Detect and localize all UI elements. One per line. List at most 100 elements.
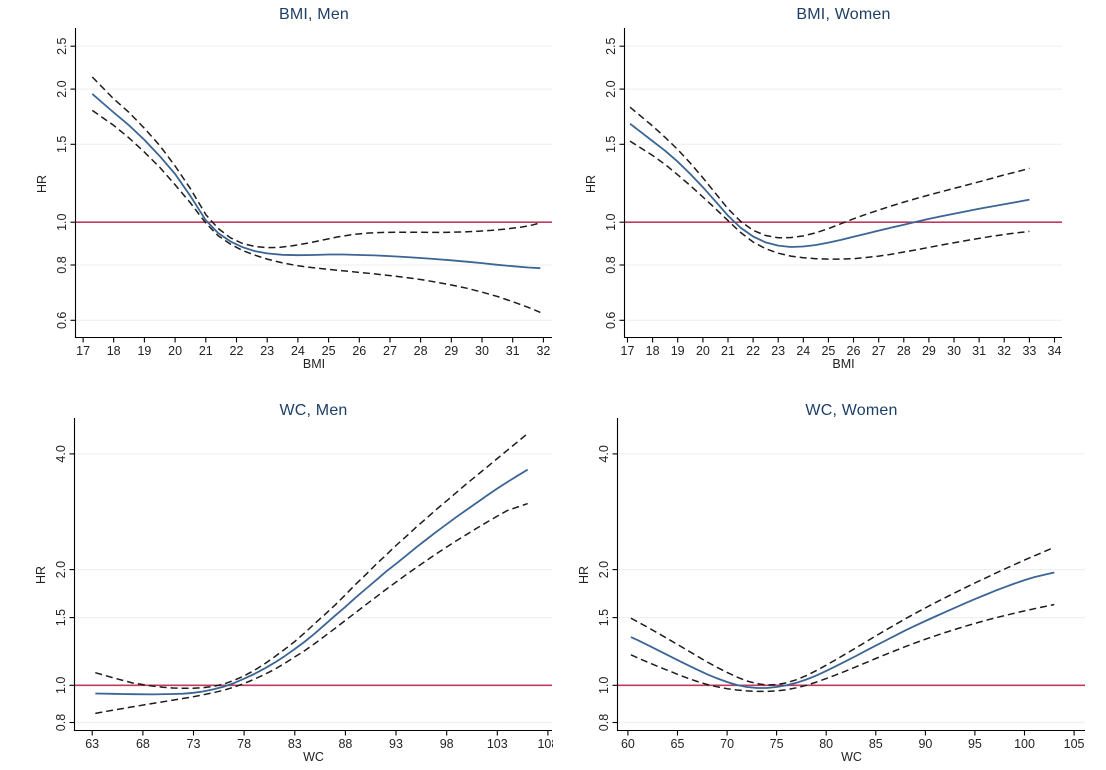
- y-tick-label: 1.5: [604, 136, 618, 153]
- x-tick-label: 32: [997, 344, 1011, 358]
- x-tick-label: 24: [796, 344, 810, 358]
- x-tick-label: 34: [1048, 344, 1062, 358]
- y-tick-label: 1.5: [54, 609, 68, 626]
- x-tick-label: 28: [414, 344, 428, 358]
- y-tick-label: 2.0: [54, 561, 68, 578]
- chart-title: WC, Men: [279, 402, 348, 419]
- ci-upper-curve: [91, 76, 541, 249]
- chart-title: BMI, Women: [796, 6, 891, 23]
- y-tick-label: 2.0: [597, 561, 611, 578]
- x-tick-label: 83: [288, 737, 302, 751]
- x-tick-label: 103: [487, 737, 508, 751]
- x-tick-label: 33: [1022, 344, 1036, 358]
- x-tick-label: 73: [187, 737, 201, 751]
- x-axis-label: WC: [303, 750, 324, 764]
- ci-upper-curve: [630, 546, 1055, 686]
- x-tick-label: 28: [897, 344, 911, 358]
- y-tick-label: 2.0: [604, 80, 618, 97]
- y-tick-label: 1.5: [597, 609, 611, 626]
- panel-wc-women: WC, Women HR 0.8 1.0 1.5 2.0 4.0 60 65 70 75 80 85…: [553, 385, 1106, 770]
- chart-title: BMI, Men: [278, 6, 350, 23]
- x-tick-label: 22: [230, 344, 244, 358]
- x-tick-label: 22: [746, 344, 760, 358]
- x-tick-label: 19: [671, 344, 685, 358]
- x-tick-label: 60: [621, 737, 635, 751]
- x-tick-label: 27: [872, 344, 886, 358]
- panel-bmi-men: BMI, Men HR 0.6 0.8 1.0 1.5 2.0 2.5 17 18 19 20 21…: [0, 0, 553, 385]
- y-tick-label: 0.8: [54, 714, 68, 731]
- x-tick-label: 17: [621, 344, 635, 358]
- x-tick-label: 78: [237, 737, 251, 751]
- y-tick-label: 4.0: [597, 445, 611, 462]
- x-tick-label: 63: [85, 737, 99, 751]
- y-tick-label: 2.0: [55, 80, 69, 97]
- hr-estimate-curve: [629, 122, 1030, 248]
- ci-lower-curve: [91, 109, 541, 314]
- hr-estimate-curve: [95, 468, 529, 696]
- x-tick-label: 19: [137, 344, 151, 358]
- ci-upper-curve: [95, 432, 529, 690]
- x-tick-label: 88: [338, 737, 352, 751]
- x-tick-label: 108: [537, 737, 553, 751]
- x-tick-label: 18: [107, 344, 121, 358]
- x-tick-label: 80: [819, 737, 833, 751]
- x-tick-label: 20: [696, 344, 710, 358]
- x-tick-label: 32: [536, 344, 550, 358]
- chart-title: WC, Women: [805, 402, 898, 419]
- x-tick-label: 23: [771, 344, 785, 358]
- x-tick-label: 27: [383, 344, 397, 358]
- x-tick-label: 75: [770, 737, 784, 751]
- x-tick-label: 30: [947, 344, 961, 358]
- panel-wc-men: WC, Men HR 0.8 1.0 1.5 2.0 4.0 63 68 73 78 83 88 93…: [0, 385, 553, 770]
- bmi-men-plot: 0.6 0.8 1.0 1.5 2.0 2.5 17 18 19 20 21 22 23 24 25 26 27…: [55, 28, 552, 358]
- ci-lower-curve: [95, 502, 528, 715]
- x-tick-label: 105: [1064, 737, 1085, 751]
- y-tick-label: 0.8: [55, 256, 69, 273]
- x-tick-label: 93: [389, 737, 403, 751]
- x-tick-label: 90: [918, 737, 932, 751]
- y-tick-label: 0.6: [55, 312, 69, 329]
- y-tick-label: 1.0: [604, 213, 618, 230]
- x-tick-label: 18: [646, 344, 660, 358]
- x-tick-label: 68: [136, 737, 150, 751]
- x-tick-label: 65: [671, 737, 685, 751]
- x-tick-label: 21: [199, 344, 213, 358]
- y-tick-label: 2.5: [604, 37, 618, 54]
- x-tick-label: 31: [972, 344, 986, 358]
- x-tick-label: 23: [260, 344, 274, 358]
- y-tick-label: 1.0: [55, 213, 69, 230]
- ci-upper-curve: [629, 106, 1030, 239]
- x-tick-label: 31: [506, 344, 520, 358]
- y-tick-label: 1.0: [597, 677, 611, 694]
- x-tick-label: 100: [1014, 737, 1035, 751]
- hr-estimate-curve: [91, 93, 541, 270]
- x-tick-label: 24: [291, 344, 305, 358]
- x-tick-label: 95: [968, 737, 982, 751]
- x-tick-label: 21: [721, 344, 735, 358]
- wc-men-plot: 0.8 1.0 1.5 2.0 4.0 63 68 73 78 83 88 93 98 103 108: [54, 418, 553, 751]
- x-tick-label: 29: [444, 344, 458, 358]
- ci-lower-curve: [629, 140, 1030, 260]
- x-tick-label: 70: [720, 737, 734, 751]
- x-tick-label: 25: [821, 344, 835, 358]
- x-tick-label: 17: [76, 344, 90, 358]
- hr-estimate-curve: [630, 571, 1055, 689]
- x-tick-label: 26: [847, 344, 861, 358]
- x-tick-label: 29: [922, 344, 936, 358]
- y-tick-label: 1.0: [54, 677, 68, 694]
- x-tick-label: 25: [322, 344, 336, 358]
- x-tick-label: 30: [475, 344, 489, 358]
- x-axis-label: BMI: [832, 357, 855, 371]
- x-tick-label: 26: [352, 344, 366, 358]
- y-tick-label: 0.8: [597, 714, 611, 731]
- y-tick-label: 0.8: [604, 256, 618, 273]
- x-axis-label: BMI: [302, 357, 326, 371]
- wc-women-plot: 0.8 1.0 1.5 2.0 4.0 60 65 70 75 80 85 90 95 100 105: [597, 418, 1085, 751]
- x-axis-label: WC: [841, 750, 862, 764]
- y-tick-label: 1.5: [55, 136, 69, 153]
- x-tick-label: 20: [168, 344, 182, 358]
- x-tick-label: 85: [869, 737, 883, 751]
- y-tick-label: 0.6: [604, 312, 618, 329]
- panel-bmi-women: BMI, Women HR 0.6 0.8 1.0 1.5 2.0 2.5 17 18 19 20…: [553, 0, 1106, 385]
